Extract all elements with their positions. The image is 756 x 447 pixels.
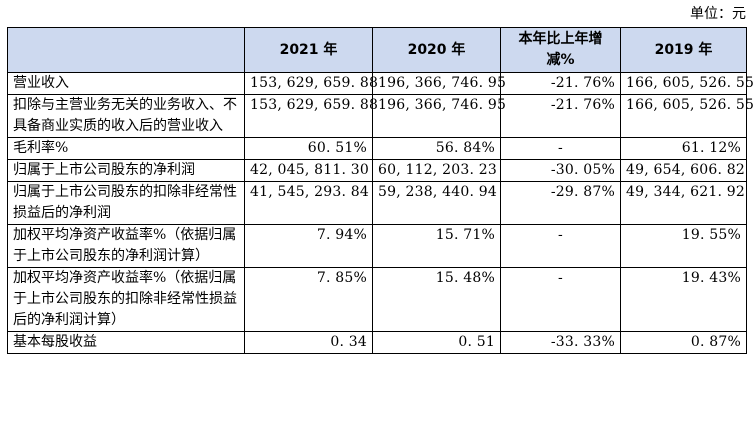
row-label: 扣除与主营业务无关的业务收入、不具备商业实质的收入后的营业收入 xyxy=(7,94,245,138)
value-change: -30. 05% xyxy=(500,159,621,182)
table-row: 归属于上市公司股东的扣除非经常性损益后的净利润 41, 545, 293. 84… xyxy=(7,181,747,225)
row-label: 加权平均净资产收益率%（依据归属于上市公司股东的扣除非经常性损益后的净利润计算） xyxy=(7,267,245,332)
header-cell-item xyxy=(7,27,245,73)
value-2020: 15. 71% xyxy=(372,224,501,268)
value-change: - xyxy=(500,267,621,332)
header-row: 2021 年 2020 年 本年比上年增减% 2019 年 xyxy=(7,27,747,73)
row-label: 营业收入 xyxy=(7,72,245,95)
value-2021: 7. 94% xyxy=(244,224,373,268)
value-2019: 166, 605, 526. 55 xyxy=(620,72,754,95)
header-cell-2021: 2021 年 xyxy=(244,27,373,73)
value-change: -21. 76% xyxy=(500,72,621,95)
value-2020: 15. 48% xyxy=(372,267,501,332)
row-label: 加权平均净资产收益率%（依据归属于上市公司股东的净利润计算） xyxy=(7,224,245,268)
table-row: 扣除与主营业务无关的业务收入、不具备商业实质的收入后的营业收入 153, 629… xyxy=(7,94,754,138)
header-cell-2019: 2019 年 xyxy=(620,27,747,73)
value-2021: 60. 51% xyxy=(244,137,373,160)
value-2020: 196, 366, 746. 95 xyxy=(372,94,506,138)
value-2020: 56. 84% xyxy=(372,137,501,160)
row-label: 归属于上市公司股东的扣除非经常性损益后的净利润 xyxy=(7,181,245,225)
value-change: -29. 87% xyxy=(500,181,621,225)
table-row: 毛利率% 60. 51% 56. 84% - 61. 12% xyxy=(7,137,747,160)
header-cell-change: 本年比上年增减% xyxy=(500,27,621,73)
table-row: 加权平均净资产收益率%（依据归属于上市公司股东的扣除非经常性损益后的净利润计算）… xyxy=(7,267,747,332)
value-2019: 19. 55% xyxy=(620,224,747,268)
value-2021: 0. 34 xyxy=(244,331,373,354)
value-change: - xyxy=(500,224,621,268)
financial-table: 2021 年 2020 年 本年比上年增减% 2019 年 营业收入 153, … xyxy=(7,27,754,354)
value-2020: 0. 51 xyxy=(372,331,501,354)
value-2021: 153, 629, 659. 88 xyxy=(244,94,378,138)
value-2021: 7. 85% xyxy=(244,267,373,332)
value-2021: 42, 045, 811. 30 xyxy=(244,159,373,182)
row-label: 基本每股收益 xyxy=(7,331,245,354)
header-cell-2020: 2020 年 xyxy=(372,27,501,73)
table-row: 营业收入 153, 629, 659. 88 196, 366, 746. 95… xyxy=(7,72,754,95)
unit-label: 单位：元 xyxy=(690,6,746,22)
value-2019: 19. 43% xyxy=(620,267,747,332)
value-2019: 0. 87% xyxy=(620,331,747,354)
row-label: 毛利率% xyxy=(7,137,245,160)
value-2019: 61. 12% xyxy=(620,137,747,160)
table-row: 加权平均净资产收益率%（依据归属于上市公司股东的净利润计算） 7. 94% 15… xyxy=(7,224,747,268)
value-change: -33. 33% xyxy=(500,331,621,354)
table-row: 基本每股收益 0. 34 0. 51 -33. 33% 0. 87% xyxy=(7,331,747,354)
value-2019: 49, 654, 606. 82 xyxy=(620,159,747,182)
row-label: 归属于上市公司股东的净利润 xyxy=(7,159,245,182)
value-2019: 166, 605, 526. 55 xyxy=(620,94,754,138)
table-row: 归属于上市公司股东的净利润 42, 045, 811. 30 60, 112, … xyxy=(7,159,747,182)
value-2019: 49, 344, 621. 92 xyxy=(620,181,747,225)
value-change: - xyxy=(500,137,621,160)
value-change: -21. 76% xyxy=(500,94,621,138)
value-2020: 196, 366, 746. 95 xyxy=(372,72,506,95)
value-2020: 59, 238, 440. 94 xyxy=(372,181,501,225)
value-2020: 60, 112, 203. 23 xyxy=(372,159,501,182)
value-2021: 153, 629, 659. 88 xyxy=(244,72,378,95)
value-2021: 41, 545, 293. 84 xyxy=(244,181,373,225)
